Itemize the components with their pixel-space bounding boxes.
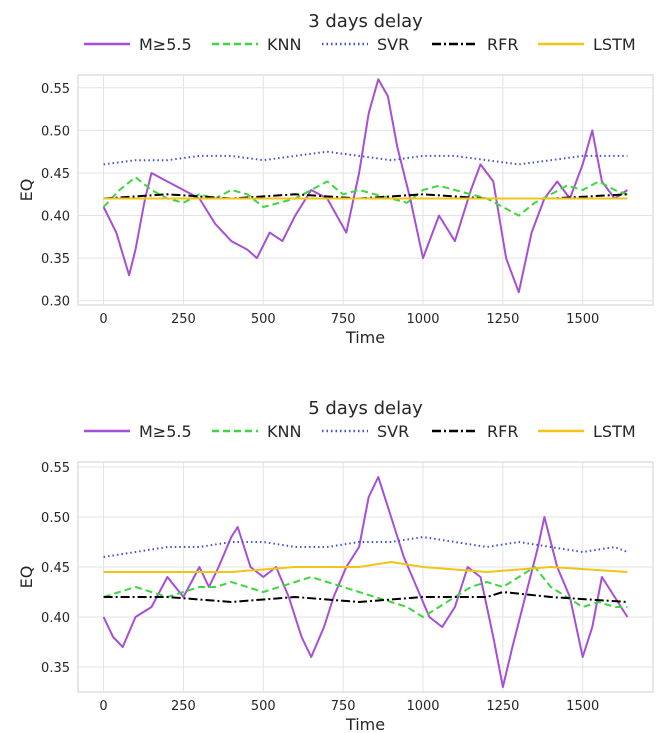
x-tick-label: 1500 [566,699,599,714]
y-tick-label: 0.50 [41,124,70,139]
series-line-5 [103,561,628,573]
series-line-3 [103,150,628,166]
y-tick-label: 0.45 [41,167,70,182]
y-tick-label: 0.35 [41,252,70,267]
y-tick-label: 0.35 [41,661,70,676]
x-tick-label: 500 [251,312,276,327]
y-tick-label: 0.50 [41,511,70,526]
x-tick-label: 250 [171,312,196,327]
legend-label: KNN [267,35,301,54]
legend-label: SVR [377,422,409,441]
legend-label: SVR [377,35,409,54]
x-tick-label: 500 [251,699,276,714]
legend-label: LSTM [593,35,636,54]
x-tick-label: 1250 [486,699,519,714]
y-tick-label: 0.40 [41,210,70,225]
x-tick-label: 1500 [566,312,599,327]
x-tick-label: 750 [331,699,356,714]
x-tick-label: 1000 [406,312,439,327]
y-tick-label: 0.40 [41,611,70,626]
legend-label: M≥5.5 [139,35,192,54]
y-axis-label: EQ [17,179,36,202]
x-tick-label: 250 [171,699,196,714]
x-tick-label: 1000 [406,699,439,714]
series-line-2 [103,566,628,618]
plot-area [77,461,654,693]
legend-label: LSTM [593,422,636,441]
x-tick-label: 1250 [486,312,519,327]
plot-area [77,74,654,306]
y-axis-label: EQ [17,566,36,589]
series-line-3 [103,536,628,558]
y-tick-label: 0.55 [41,82,70,97]
x-tick-label: 750 [331,312,356,327]
x-axis-label: Time [345,328,385,347]
legend-label: RFR [487,422,518,441]
y-tick-label: 0.45 [41,561,70,576]
x-axis-label: Time [345,715,385,733]
legend-label: KNN [267,422,301,441]
legend-label: RFR [487,35,518,54]
x-tick-label: 0 [99,312,107,327]
y-tick-label: 0.30 [41,295,70,310]
chart-title: 5 days delay [308,398,423,419]
legend-label: M≥5.5 [139,422,192,441]
x-tick-label: 0 [99,699,107,714]
chart-title: 3 days delay [308,11,423,32]
series-line-1 [102,476,629,688]
y-tick-label: 0.55 [41,461,70,476]
